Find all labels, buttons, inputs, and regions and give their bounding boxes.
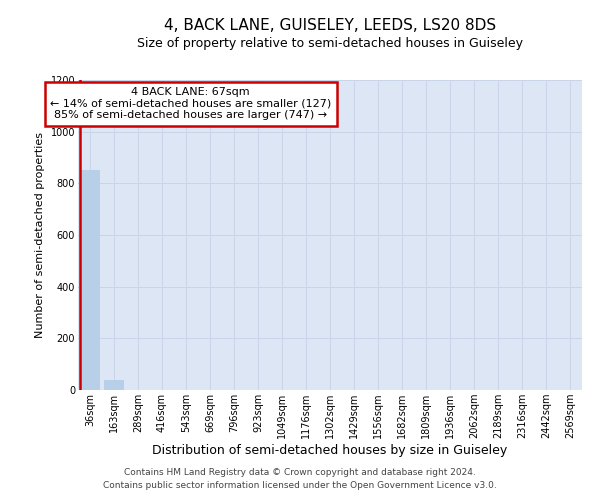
X-axis label: Distribution of semi-detached houses by size in Guiseley: Distribution of semi-detached houses by … [152,444,508,457]
Text: Contains HM Land Registry data © Crown copyright and database right 2024.: Contains HM Land Registry data © Crown c… [124,468,476,477]
Text: 4, BACK LANE, GUISELEY, LEEDS, LS20 8DS: 4, BACK LANE, GUISELEY, LEEDS, LS20 8DS [164,18,496,32]
Bar [80,170,100,390]
Text: Contains public sector information licensed under the Open Government Licence v3: Contains public sector information licen… [103,482,497,490]
Y-axis label: Number of semi-detached properties: Number of semi-detached properties [35,132,45,338]
Text: Size of property relative to semi-detached houses in Guiseley: Size of property relative to semi-detach… [137,38,523,51]
Text: 4 BACK LANE: 67sqm
← 14% of semi-detached houses are smaller (127)
85% of semi-d: 4 BACK LANE: 67sqm ← 14% of semi-detache… [50,87,331,120]
Bar [104,380,124,390]
